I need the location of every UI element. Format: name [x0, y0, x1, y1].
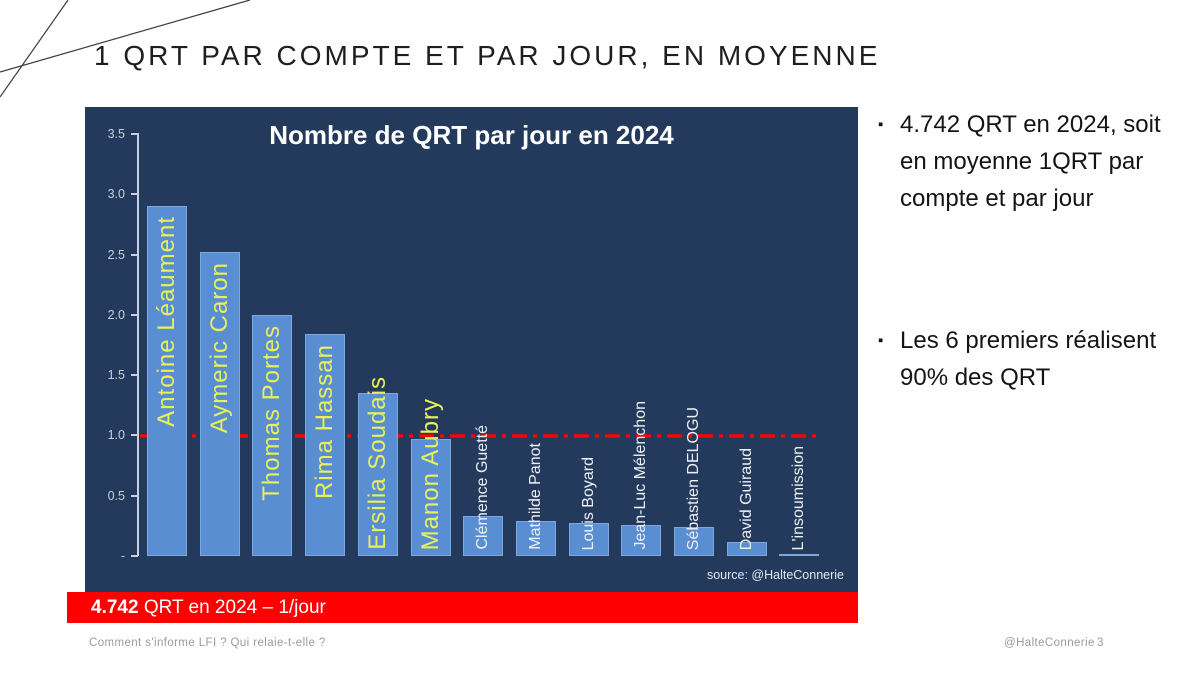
- bullet-text: 4.742 QRT en 2024, soit en moyenne 1QRT …: [900, 111, 1161, 212]
- y-tick-label: 2.5: [107, 247, 125, 262]
- bar: [305, 334, 345, 556]
- bullet-item: ▪ Les 6 premiers réalisent 90% des QRT: [878, 322, 1178, 396]
- chart-panel: Nombre de QRT par jour en 2024 source: @…: [85, 107, 858, 592]
- bar-label: Manon Aubry: [417, 398, 444, 551]
- bullet-marker-icon: ▪: [878, 332, 884, 349]
- banner-text: QRT en 2024 – 1/jour: [138, 597, 326, 618]
- banner-total-value: 4.742: [91, 597, 139, 618]
- bar-label: Aymeric Caron: [206, 262, 233, 434]
- source-credit: source: @HalteConnerie: [706, 568, 844, 582]
- bar-label: Jean-Luc Mélenchon: [632, 401, 649, 550]
- y-tick-label: 0.5: [107, 488, 125, 503]
- bar: [569, 523, 609, 556]
- bar-label: Sébastien DELOGU: [685, 407, 702, 551]
- footer-page-number: 3: [1097, 637, 1104, 649]
- y-tick-label: 1.5: [107, 368, 125, 383]
- bar-label: Rima Hassan: [311, 344, 338, 500]
- bar: [147, 206, 187, 556]
- y-axis: [137, 133, 139, 556]
- bar: [358, 393, 398, 556]
- bar: [200, 252, 240, 556]
- y-tick: [131, 555, 138, 557]
- y-tick: [131, 193, 138, 196]
- footer-handle: @HalteConnerie: [1004, 637, 1095, 649]
- y-tick: [131, 253, 138, 256]
- footer-caption: Comment s'informe LFI ? Qui relaie-t-ell…: [89, 637, 326, 649]
- y-tick-label: 2.0: [107, 307, 125, 322]
- bullet-item: ▪ 4.742 QRT en 2024, soit en moyenne 1QR…: [878, 106, 1178, 217]
- stats-banner: 4.742 QRT en 2024 – 1/jour: [67, 592, 858, 623]
- bar: [674, 527, 714, 556]
- decorative-corner-lines: [0, 0, 251, 98]
- bar-label: David Guiraud: [738, 448, 755, 551]
- bar: [252, 315, 292, 556]
- bar-label: L'insoumission: [790, 446, 807, 551]
- bar: [779, 554, 819, 556]
- bar: [411, 439, 451, 556]
- y-tick-label: 1.0: [107, 428, 125, 443]
- y-tick: [131, 434, 138, 437]
- bar: [621, 525, 661, 556]
- bar: [463, 516, 503, 556]
- bar-label: Thomas Portes: [258, 325, 285, 501]
- bar-label: Ersilia Soudais: [364, 376, 391, 550]
- y-tick-label: 3.0: [107, 187, 125, 202]
- y-tick-label: -: [120, 549, 125, 563]
- y-tick: [131, 374, 138, 377]
- y-tick: [131, 313, 138, 316]
- bar-label: Mathilde Panot: [527, 443, 544, 550]
- bullet-marker-icon: ▪: [878, 116, 884, 133]
- bar-label: Louis Boyard: [580, 457, 597, 551]
- y-tick: [131, 132, 138, 135]
- slide-title: 1 QRT PAR COMPTE ET PAR JOUR, EN MOYENNE: [94, 40, 881, 71]
- bar: [727, 542, 767, 556]
- bullet-text: Les 6 premiers réalisent 90% des QRT: [900, 327, 1157, 391]
- chart-title: Nombre de QRT par jour en 2024: [269, 120, 674, 150]
- y-tick-label: 3.5: [107, 126, 125, 141]
- y-tick: [131, 494, 138, 497]
- average-reference-line: [140, 434, 822, 438]
- bar-label: Antoine Léaument: [153, 216, 180, 427]
- bar: [516, 521, 556, 556]
- bar-label: Clémence Guetté: [474, 425, 491, 550]
